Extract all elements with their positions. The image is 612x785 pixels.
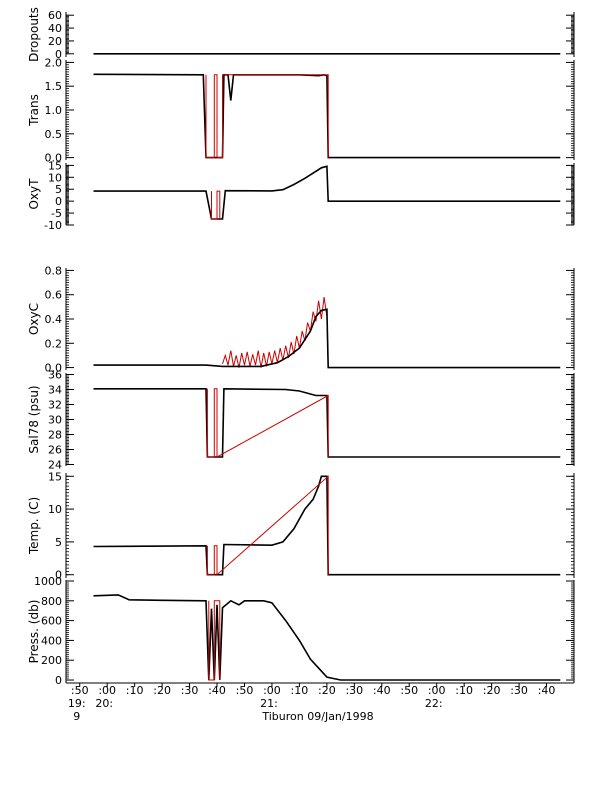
y-axis-title: Trans [27,94,41,127]
y-tick-label: 2.0 [45,56,63,69]
x-tick-label: :50 [71,684,89,697]
y-tick-label: 36 [48,369,62,382]
y-tick-label: 10 [48,171,62,184]
series-line-0 [93,475,561,576]
x-tick-label: :00 [98,684,116,697]
y-tick-label: 30 [48,414,62,427]
y-tick-label: 1.5 [45,80,63,93]
x-tick-hour-label: 22: [425,697,443,710]
x-tick-label: :10 [455,684,473,697]
x-tick-label: :10 [126,684,144,697]
x-axis-title: Tiburon 09/Jan/1998 [261,710,373,723]
x-tick-label: :20 [483,684,501,697]
x-tick-label: :40 [538,684,556,697]
x-tick-day-label: 9 [73,710,80,723]
y-axis-title: OxyT [27,178,41,210]
y-tick-label: 5 [55,183,62,196]
y-tick-label: 1000 [34,575,62,588]
y-tick-label: 60 [48,9,62,22]
panel-5: 15 10 5 0 Temp. (C) [27,470,575,582]
series-line-1 [93,308,561,369]
x-tick-label: :20 [153,684,171,697]
y-tick-label: 200 [41,654,62,667]
y-tick-label: 0 [55,195,62,208]
x-tick-label: :30 [510,684,528,697]
x-tick-hour-label: 19: [68,697,86,710]
x-tick-label: :40 [208,684,226,697]
y-tick-label: 0 [55,569,62,582]
series-line-0 [93,387,561,458]
y-axis-title: OxyC [27,303,41,335]
y-axis-title: Dropouts [27,7,41,62]
series-line-0 [222,297,329,368]
x-axis: :5019:9:0020::10:20:30:40:50:0021::10:20… [66,682,574,723]
panel-3: 0.8 0.6 0.4 0.2 0.0 OxyC [27,264,575,375]
panel-6: 1000 800 600 400 200 0 Press. (db) [27,575,575,687]
y-tick-label: 20 [48,35,62,48]
y-tick-label: 0.5 [45,128,63,141]
y-tick-label: 26 [48,444,62,457]
y-tick-label: 28 [48,429,62,442]
y-tick-label: 800 [41,595,62,608]
y-tick-label: 5 [55,536,62,549]
y-tick-label: 0.6 [45,289,63,302]
series-line-0 [93,594,561,681]
x-tick-label: :30 [181,684,199,697]
x-tick-label: :40 [373,684,391,697]
y-tick-label: -10 [44,219,62,232]
y-tick-label: 34 [48,384,62,397]
y-tick-label: 400 [41,634,62,647]
series-line-1 [206,388,329,458]
y-tick-label: 32 [48,399,62,412]
series-line-1 [208,600,221,681]
series-line-0 [93,165,561,220]
x-tick-label: :50 [236,684,254,697]
y-tick-label: 0 [55,674,62,687]
y-axis-title: Temp. (C) [27,497,41,555]
y-tick-label: 15 [48,470,62,483]
y-tick-label: 1.0 [45,104,63,117]
x-tick-hour-label: 21: [260,697,278,710]
y-tick-label: 10 [48,503,62,516]
x-tick-label: :10 [291,684,309,697]
y-tick-label: -5 [51,207,62,220]
series-line-1 [205,74,329,159]
y-tick-label: 0.4 [45,313,63,326]
y-tick-label: 0.0 [45,152,63,165]
x-tick-label: :50 [400,684,418,697]
x-tick-label: :30 [345,684,363,697]
y-axis-title: Sal78 (psu) [27,385,41,453]
x-tick-label: :00 [263,684,281,697]
series-line-1 [206,475,329,576]
y-tick-label: 0.8 [45,264,63,277]
y-tick-label: 24 [48,459,62,472]
series-line-0 [93,73,561,159]
y-tick-label: 0 [55,48,62,61]
y-tick-label: 600 [41,615,62,628]
y-tick-label: 0.2 [45,337,63,350]
x-tick-hour-label: 20: [95,697,113,710]
y-tick-label: 0.0 [45,362,63,375]
y-tick-label: 15 [48,159,62,172]
y-tick-label: 40 [48,22,62,35]
panel-4: 36 34 32 30 28 26 24 Sal78 (psu) [27,369,575,472]
panel-1: 2.0 1.5 1.0 0.5 0.0 Trans [27,56,575,165]
series-line-1 [211,190,221,220]
x-tick-label: :00 [428,684,446,697]
y-axis-title: Press. (db) [27,600,41,664]
x-tick-label: :20 [318,684,336,697]
